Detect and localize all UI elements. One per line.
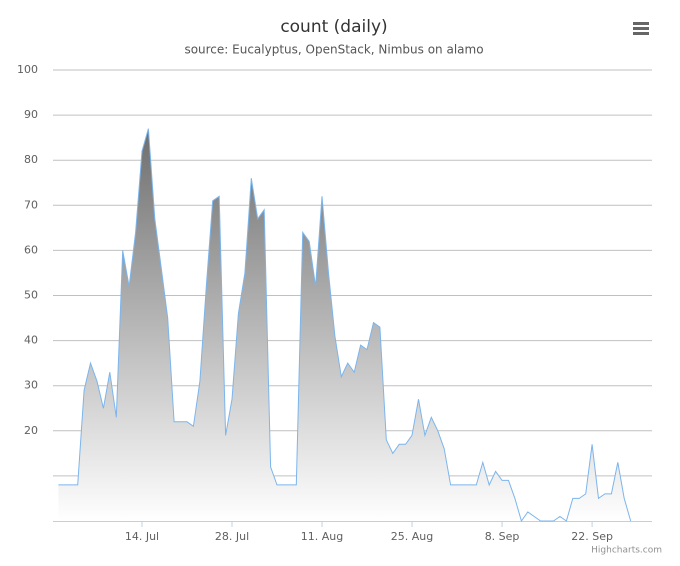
x-tick-label: 22. Sep xyxy=(571,530,613,543)
y-tick-label: 90 xyxy=(24,108,38,121)
chart-subtitle: source: Eucalyptus, OpenStack, Nimbus on… xyxy=(184,43,483,57)
x-tick-label: 28. Jul xyxy=(215,530,249,543)
x-tick-label: 25. Aug xyxy=(391,530,433,543)
x-tick-label: 8. Sep xyxy=(485,530,520,543)
y-tick-label: 40 xyxy=(24,334,38,347)
credits[interactable]: Highcharts.com xyxy=(591,546,662,556)
menu-button[interactable] xyxy=(626,16,656,42)
y-tick-label: 60 xyxy=(24,243,38,256)
y-tick-label: 20 xyxy=(24,424,38,437)
chart-title: count (daily) xyxy=(280,17,387,37)
y-tick-label: 100 xyxy=(17,63,38,76)
y-tick-label: 70 xyxy=(24,198,38,211)
area-line xyxy=(58,128,632,523)
y-tick-label: 80 xyxy=(24,153,38,166)
x-tick-label: 14. Jul xyxy=(125,530,159,543)
x-tick-label: 11. Aug xyxy=(301,530,343,543)
y-tick-label: 50 xyxy=(24,289,38,302)
y-tick-label: 30 xyxy=(24,379,38,392)
area-fill xyxy=(58,128,631,521)
